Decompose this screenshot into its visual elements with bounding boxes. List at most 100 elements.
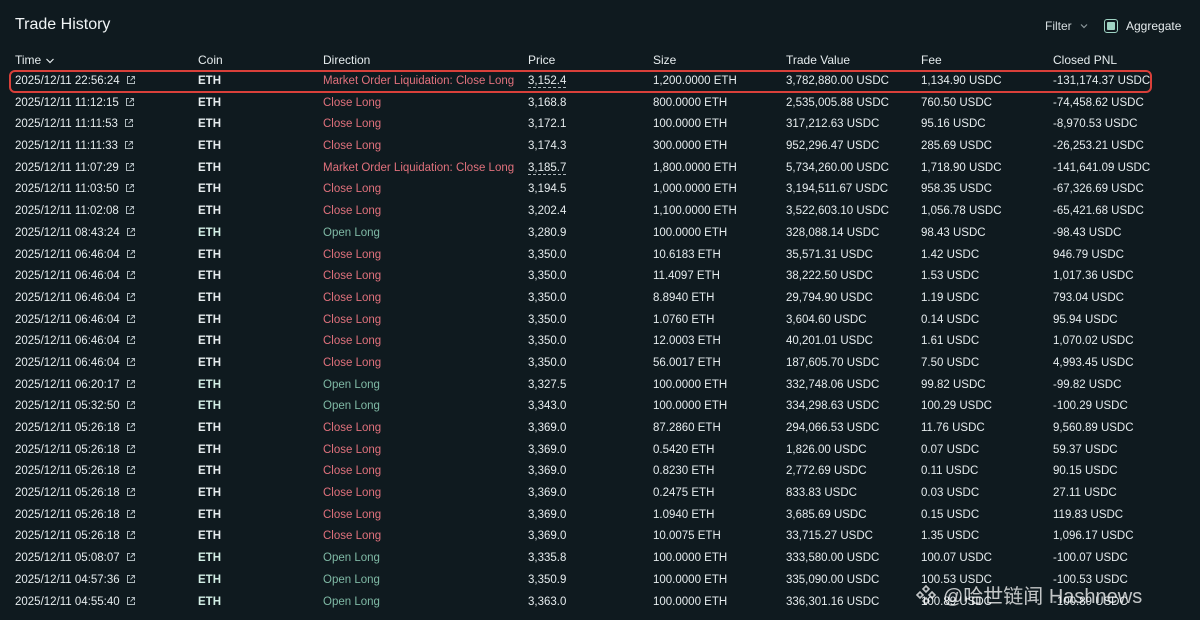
time-cell[interactable]: 2025/12/11 05:26:18	[15, 444, 136, 456]
time-cell[interactable]: 2025/12/11 06:46:04	[15, 335, 136, 347]
time-cell[interactable]: 2025/12/11 08:43:24	[15, 227, 136, 239]
table-row[interactable]: 2025/12/11 04:57:36 ETH Open Long 3,350.9 10…	[0, 570, 1200, 592]
time-cell[interactable]: 2025/12/11 05:26:18	[15, 509, 136, 521]
external-link-icon[interactable]	[126, 596, 136, 606]
external-link-icon[interactable]	[126, 509, 136, 519]
time-cell[interactable]: 2025/12/11 11:11:53	[15, 118, 134, 130]
watermark: @哈世链闻 Hashnews	[915, 580, 1142, 609]
aggregate-toggle[interactable]: Aggregate	[1104, 19, 1181, 33]
time-cell[interactable]: 2025/12/11 05:26:18	[15, 465, 136, 477]
table-row[interactable]: 2025/12/11 11:11:53 ETH Close Long 3,172.1 1…	[0, 114, 1200, 136]
time-cell[interactable]: 2025/12/11 05:26:18	[15, 530, 136, 542]
time-cell[interactable]: 2025/12/11 04:55:40	[15, 596, 136, 608]
time-cell[interactable]: 2025/12/11 06:20:17	[15, 379, 136, 391]
table-row[interactable]: 2025/12/11 06:46:04 ETH Close Long 3,350.0 1…	[0, 266, 1200, 288]
table-row[interactable]: 2025/12/11 05:26:18 ETH Close Long 3,369.0 0…	[0, 440, 1200, 462]
external-link-icon[interactable]	[124, 140, 134, 150]
trade-value-cell: 29,794.90 USDC	[786, 291, 873, 304]
table-row[interactable]: 2025/12/11 05:32:50 ETH Open Long 3,343.0 10…	[0, 396, 1200, 418]
column-header-trade-value[interactable]: Trade Value	[786, 53, 851, 67]
trade-value-cell: 35,571.31 USDC	[786, 248, 873, 261]
table-row[interactable]: 2025/12/11 05:26:18 ETH Close Long 3,369.0 1…	[0, 505, 1200, 527]
time-text: 2025/12/11 11:07:29	[15, 161, 119, 174]
time-cell[interactable]: 2025/12/11 11:11:33	[15, 140, 134, 152]
table-row[interactable]: 2025/12/11 05:26:18 ETH Close Long 3,369.0 0…	[0, 483, 1200, 505]
table-row[interactable]: 2025/12/11 11:02:08 ETH Close Long 3,202.4 1…	[0, 201, 1200, 223]
external-link-icon[interactable]	[126, 574, 136, 584]
external-link-icon[interactable]	[126, 75, 136, 85]
coin-cell: ETH	[198, 183, 221, 196]
column-header-size[interactable]: Size	[653, 53, 677, 67]
external-link-icon[interactable]	[125, 205, 135, 215]
column-header-closed-pnl[interactable]: Closed PNL	[1053, 53, 1118, 67]
column-header-fee[interactable]: Fee	[921, 53, 942, 67]
price-cell: 3,172.1	[528, 118, 567, 131]
time-cell[interactable]: 2025/12/11 11:12:15	[15, 97, 135, 109]
table-row[interactable]: 2025/12/11 05:08:07 ETH Open Long 3,335.8 10…	[0, 548, 1200, 570]
coin-cell: ETH	[198, 161, 221, 174]
external-link-icon[interactable]	[126, 400, 136, 410]
size-cell: 100.0000 ETH	[653, 400, 728, 413]
table-row[interactable]: 2025/12/11 11:12:15 ETH Close Long 3,168.8 8…	[0, 93, 1200, 115]
external-link-icon[interactable]	[125, 97, 135, 107]
external-link-icon[interactable]	[126, 465, 136, 475]
size-cell: 100.0000 ETH	[653, 595, 728, 608]
external-link-icon[interactable]	[126, 444, 136, 454]
time-cell[interactable]: 2025/12/11 11:07:29	[15, 162, 135, 174]
table-row[interactable]: 2025/12/11 11:11:33 ETH Close Long 3,174.3 3…	[0, 136, 1200, 158]
external-link-icon[interactable]	[126, 422, 136, 432]
aggregate-checkbox[interactable]	[1104, 19, 1118, 33]
time-cell[interactable]: 2025/12/11 06:46:04	[15, 292, 136, 304]
external-link-icon[interactable]	[126, 357, 136, 367]
external-link-icon[interactable]	[126, 270, 136, 280]
time-cell[interactable]: 2025/12/11 05:26:18	[15, 487, 136, 499]
table-row[interactable]: 2025/12/11 05:26:18 ETH Close Long 3,369.0 8…	[0, 418, 1200, 440]
external-link-icon[interactable]	[126, 552, 136, 562]
table-row[interactable]: 2025/12/11 06:46:04 ETH Close Long 3,350.0 1…	[0, 331, 1200, 353]
external-link-icon[interactable]	[126, 487, 136, 497]
time-cell[interactable]: 2025/12/11 06:46:04	[15, 314, 136, 326]
time-cell[interactable]: 2025/12/11 06:46:04	[15, 357, 136, 369]
time-cell[interactable]: 2025/12/11 05:32:50	[15, 400, 136, 412]
column-header-coin[interactable]: Coin	[198, 53, 223, 67]
direction-cell: Close Long	[323, 356, 382, 369]
table-row[interactable]: 2025/12/11 08:43:24 ETH Open Long 3,280.9 10…	[0, 223, 1200, 245]
external-link-icon[interactable]	[126, 314, 136, 324]
table-row[interactable]: 2025/12/11 11:03:50 ETH Close Long 3,194.5 1…	[0, 179, 1200, 201]
time-text: 2025/12/11 06:46:04	[15, 291, 120, 304]
table-row[interactable]: 2025/12/11 05:26:18 ETH Close Long 3,369.0 1…	[0, 526, 1200, 548]
time-cell[interactable]: 2025/12/11 06:46:04	[15, 249, 136, 261]
external-link-icon[interactable]	[125, 162, 135, 172]
table-row[interactable]: 2025/12/11 06:46:04 ETH Close Long 3,350.0 5…	[0, 353, 1200, 375]
table-row[interactable]: 2025/12/11 06:46:04 ETH Close Long 3,350.0 8…	[0, 288, 1200, 310]
table-row[interactable]: 2025/12/11 06:46:04 ETH Close Long 3,350.0 1…	[0, 245, 1200, 267]
trade-value-cell: 328,088.14 USDC	[786, 226, 880, 239]
table-row[interactable]: 2025/12/11 06:46:04 ETH Close Long 3,350.0 1…	[0, 310, 1200, 332]
external-link-icon[interactable]	[126, 227, 136, 237]
column-header-time[interactable]: Time	[15, 53, 55, 67]
time-cell[interactable]: 2025/12/11 22:56:24	[15, 75, 136, 87]
column-header-price[interactable]: Price	[528, 53, 556, 67]
table-row[interactable]: 2025/12/11 05:26:18 ETH Close Long 3,369.0 0…	[0, 461, 1200, 483]
trade-value-cell: 187,605.70 USDC	[786, 356, 880, 369]
column-header-direction[interactable]: Direction	[323, 53, 371, 67]
table-row[interactable]: 2025/12/11 06:20:17 ETH Open Long 3,327.5 10…	[0, 375, 1200, 397]
time-cell[interactable]: 2025/12/11 11:03:50	[15, 183, 135, 195]
external-link-icon[interactable]	[126, 335, 136, 345]
time-cell[interactable]: 2025/12/11 05:08:07	[15, 552, 136, 564]
external-link-icon[interactable]	[125, 183, 135, 193]
time-cell[interactable]: 2025/12/11 06:46:04	[15, 270, 136, 282]
external-link-icon[interactable]	[126, 292, 136, 302]
time-cell[interactable]: 2025/12/11 11:02:08	[15, 205, 135, 217]
table-row[interactable]: 2025/12/11 22:56:24 ETH Market Order Liqui…	[0, 71, 1200, 93]
external-link-icon[interactable]	[126, 249, 136, 259]
table-row[interactable]: 2025/12/11 11:07:29 ETH Market Order Liqui…	[0, 158, 1200, 180]
external-link-icon[interactable]	[126, 379, 136, 389]
filter-dropdown[interactable]: Filter	[1045, 19, 1090, 33]
external-link-icon[interactable]	[124, 118, 134, 128]
table-row[interactable]: 2025/12/11 04:55:40 ETH Open Long 3,363.0 10…	[0, 592, 1200, 614]
time-cell[interactable]: 2025/12/11 05:26:18	[15, 422, 136, 434]
external-link-icon[interactable]	[126, 530, 136, 540]
time-cell[interactable]: 2025/12/11 04:57:36	[15, 574, 136, 586]
